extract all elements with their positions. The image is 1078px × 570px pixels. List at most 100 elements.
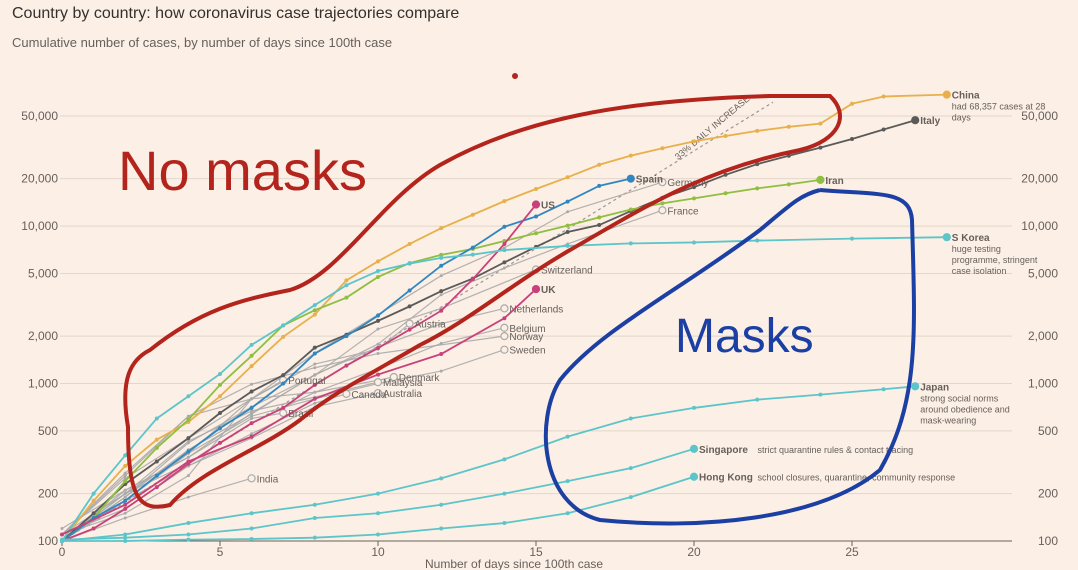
series-point-brazil <box>250 416 254 420</box>
series-label-belgium: Belgium <box>509 324 545 335</box>
series-point-denmark <box>313 390 317 394</box>
series-point-uk <box>123 502 128 507</box>
series-point-france <box>439 293 443 297</box>
series-point-japan <box>565 434 570 439</box>
series-point-iran <box>186 417 191 422</box>
series-point-japan <box>692 405 696 410</box>
series-point-italy <box>91 511 96 516</box>
series-point-china <box>881 94 886 99</box>
series-point-s-korea <box>218 371 222 376</box>
series-annotation-china: had 68,357 cases at 28 <box>952 102 1046 112</box>
series-point-us <box>376 346 380 351</box>
series-label-us: US <box>541 201 555 212</box>
stray-dot <box>512 73 518 79</box>
series-point-us <box>249 421 254 426</box>
series-point-s-korea <box>281 323 286 328</box>
series-annotation-japan: around obedience and <box>920 404 1010 414</box>
y-tick-label-right: 20,000 <box>1021 172 1058 186</box>
y-tick-label-left: 2,000 <box>28 329 58 343</box>
x-tick-label: 5 <box>217 545 224 559</box>
series-point-us <box>218 440 222 445</box>
series-annotation-japan: strong social norms <box>920 393 999 403</box>
series-point-canada <box>313 401 317 405</box>
series-point-canada <box>250 432 254 436</box>
series-point-uk <box>376 372 380 377</box>
series-point-iran <box>628 207 633 212</box>
series-point-iran <box>123 479 128 484</box>
series-point-germany <box>566 210 570 214</box>
series-point-uk <box>249 434 254 439</box>
x-tick-label: 25 <box>845 545 859 559</box>
series-point-brazil <box>186 455 190 459</box>
series-end-s-korea <box>942 233 951 242</box>
series-annotation-china: days <box>952 113 972 123</box>
series-point-netherlands <box>439 322 443 326</box>
series-point-s-korea <box>312 303 317 308</box>
series-point-china <box>123 463 128 468</box>
series-end-italy <box>911 116 920 125</box>
series-point-spain <box>249 405 254 410</box>
series-end-norway <box>500 332 509 341</box>
series-label-germany: Germany <box>667 178 708 189</box>
series-point-uk <box>502 316 507 321</box>
y-tick-label-left: 200 <box>38 487 58 501</box>
series-point-china <box>723 134 728 139</box>
no-masks-label: No masks <box>118 139 367 202</box>
y-tick-label-left: 5,000 <box>28 266 58 280</box>
series-point-japan <box>312 502 317 507</box>
series-end-canada <box>342 389 351 398</box>
series-end-hong-kong <box>689 472 699 481</box>
series-label-china: China <box>952 91 980 102</box>
series-point-s-korea <box>123 453 128 458</box>
series-point-spain <box>344 334 349 339</box>
series-label-netherlands: Netherlands <box>509 304 563 315</box>
series-point-spain <box>597 183 602 188</box>
x-ticks: 0 5 10 15 20 25 <box>59 540 1012 559</box>
series-point-china <box>470 212 475 217</box>
series-point-germany <box>186 474 190 478</box>
series-point-hong-kong <box>502 521 507 526</box>
series-annotation-japan: mask-wearing <box>920 415 976 425</box>
series-label-portugal: Portugal <box>288 376 325 387</box>
y-tick-label-right: 5,000 <box>1028 266 1058 280</box>
series-point-china <box>692 139 696 144</box>
series-label-malaysia: Malaysia <box>383 378 423 389</box>
series-point-brazil <box>123 488 127 492</box>
series-point-iran <box>692 196 696 201</box>
series-point-s-korea <box>344 283 349 288</box>
series-point-iran <box>723 191 728 196</box>
no-masks-outline <box>123 94 842 509</box>
series-annotation-s-korea: case isolation <box>952 266 1007 276</box>
series-point-singapore <box>565 479 570 484</box>
series-point-italy <box>723 172 728 177</box>
series-point-iran <box>376 274 380 279</box>
series-annotation-hong-kong: school closures, quarantine, community r… <box>758 473 956 483</box>
series-point-denmark <box>186 414 190 418</box>
series-point-us <box>344 363 349 368</box>
series-point-china <box>344 278 349 283</box>
series-point-us <box>502 241 507 246</box>
series-end-us <box>531 200 541 209</box>
series-line-italy <box>61 119 916 542</box>
series-point-japan <box>186 521 191 526</box>
series-point-netherlands <box>250 412 254 416</box>
series-point-japan <box>818 392 823 397</box>
series-point-hong-kong <box>60 539 64 543</box>
series-point-sweden <box>250 414 254 418</box>
series-label-uk: UK <box>541 285 556 296</box>
series-point-italy <box>186 436 191 441</box>
series-point-italy <box>597 223 602 228</box>
series-point-spain <box>281 381 286 386</box>
series-point-china <box>818 121 823 126</box>
chart-subtitle: Cumulative number of cases, by number of… <box>12 35 393 50</box>
series-point-india <box>123 516 127 520</box>
series-point-spain <box>186 449 191 454</box>
series-point-italy <box>692 185 696 190</box>
series-point-hong-kong <box>312 535 317 540</box>
series-point-us <box>470 277 475 282</box>
series-point-s-korea <box>850 236 854 241</box>
series-point-italy <box>218 410 222 415</box>
series-label-france: France <box>667 206 699 217</box>
series-point-uk <box>60 532 64 537</box>
series-point-japan <box>376 491 380 496</box>
